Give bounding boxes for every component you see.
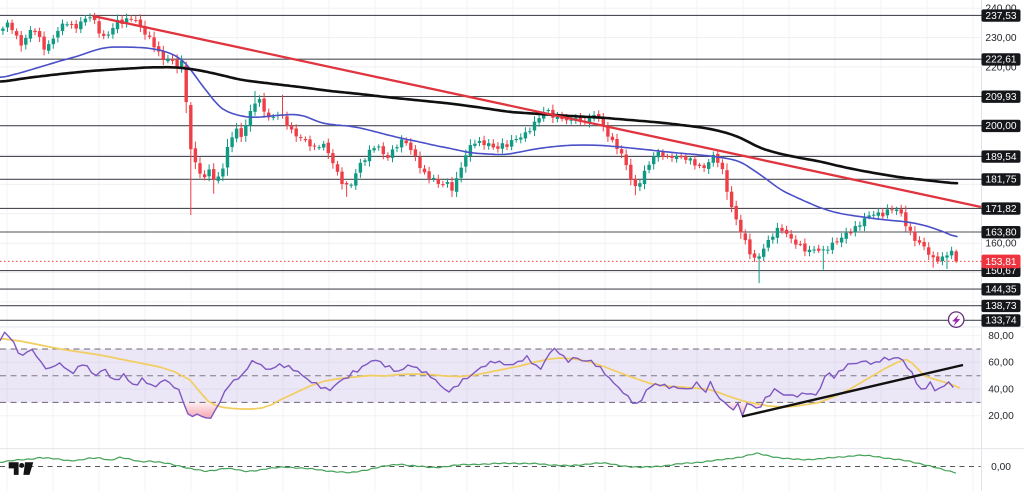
svg-text:237,53: 237,53 bbox=[985, 11, 1016, 22]
svg-text:200,00: 200,00 bbox=[985, 121, 1016, 132]
svg-text:160,00: 160,00 bbox=[985, 239, 1016, 250]
svg-text:189,54: 189,54 bbox=[985, 152, 1016, 163]
svg-text:153,81: 153,81 bbox=[985, 257, 1016, 268]
svg-text:240,00: 240,00 bbox=[985, 4, 1016, 15]
svg-text:181,75: 181,75 bbox=[985, 175, 1016, 186]
svg-text:209,93: 209,93 bbox=[985, 92, 1016, 103]
svg-text:40,00: 40,00 bbox=[988, 385, 1014, 396]
svg-text:20,00: 20,00 bbox=[988, 411, 1014, 422]
svg-text:230,00: 230,00 bbox=[985, 33, 1016, 44]
svg-text:0,00: 0,00 bbox=[991, 462, 1011, 473]
svg-text:144,35: 144,35 bbox=[985, 285, 1016, 296]
svg-text:138,73: 138,73 bbox=[985, 301, 1016, 312]
svg-text:150,67: 150,67 bbox=[985, 266, 1016, 277]
svg-text:80,00: 80,00 bbox=[988, 331, 1014, 342]
svg-text:222,61: 222,61 bbox=[985, 55, 1016, 66]
svg-text:171,82: 171,82 bbox=[985, 204, 1016, 215]
svg-text:163,80: 163,80 bbox=[985, 227, 1016, 238]
svg-text:220,00: 220,00 bbox=[985, 62, 1016, 73]
svg-text:133,74: 133,74 bbox=[985, 316, 1016, 327]
svg-text:60,00: 60,00 bbox=[988, 358, 1014, 369]
